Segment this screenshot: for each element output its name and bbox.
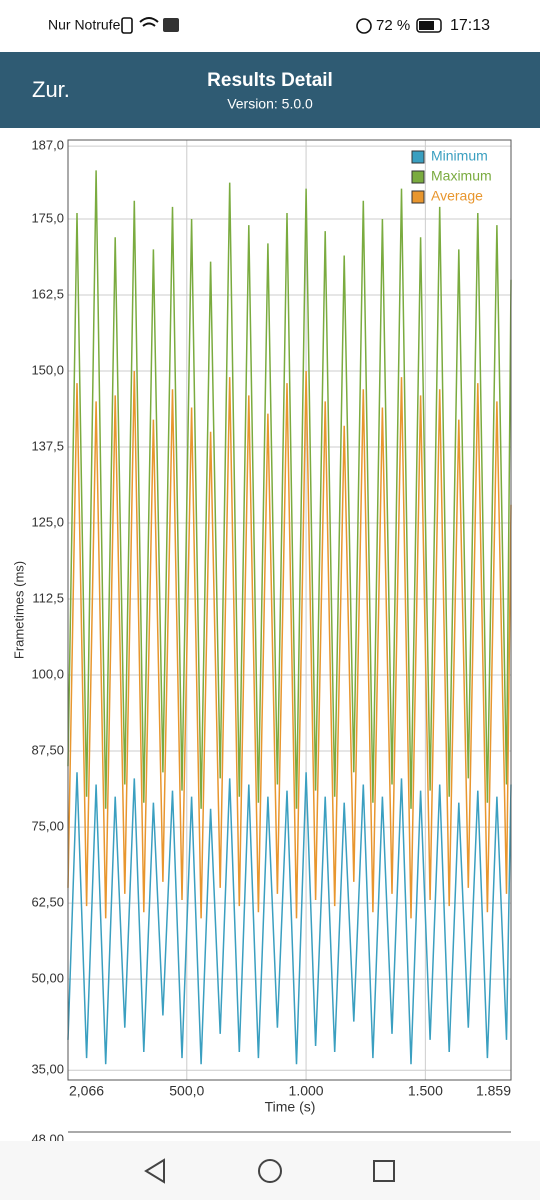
y-tick-label: 125,0 [31, 514, 64, 529]
plot-border [67, 139, 512, 1081]
y-tick-label: 150,0 [31, 362, 64, 377]
carrier: Nur Notrufe [48, 17, 121, 33]
x-tick-label: 2,066 [69, 1083, 104, 1099]
legend-swatch [411, 150, 425, 164]
y-tick-label: 100,0 [31, 666, 64, 681]
legend-label: Average [431, 188, 483, 204]
battery-level [419, 21, 434, 30]
status-bar [0, 0, 540, 52]
speed-icon [356, 18, 372, 34]
legend-swatch [411, 170, 425, 184]
x-tick-label: 1.000 [289, 1083, 324, 1099]
header-subtitle: Version: 5.0.0 [227, 96, 313, 112]
hms-icon [163, 18, 179, 32]
y-tick-label: 75,00 [31, 819, 64, 834]
legend-label: Maximum [431, 168, 492, 184]
y-tick-label: 112,5 [32, 590, 64, 605]
y-tick-label: 162,5 [31, 286, 64, 301]
series-line [67, 772, 512, 1065]
y-tick-label: 175,0 [31, 210, 64, 225]
battery-icon [416, 18, 442, 33]
sim-icon [121, 17, 133, 34]
y-tick-label: 187,0 [31, 138, 64, 153]
plot-background [68, 140, 511, 1080]
y-tick-label: 35,00 [31, 1062, 64, 1077]
legend-label: Minimum [431, 148, 488, 164]
nav-home[interactable] [258, 1159, 282, 1183]
nav-bar [0, 1141, 540, 1200]
nav-back[interactable] [144, 1158, 165, 1184]
y-tick-label: 50,00 [31, 971, 64, 986]
wifi-icon [139, 17, 159, 27]
header [0, 52, 540, 128]
series-line [67, 370, 512, 919]
y-axis-title: Frametimes (ms) [11, 561, 26, 659]
x-tick-label: 1.859 [476, 1083, 511, 1099]
back-button[interactable]: Zur. [32, 77, 70, 102]
y-tick-label: 87,50 [31, 742, 64, 757]
nav-recent[interactable] [373, 1160, 395, 1182]
plot: 187,0 175,0 162,5 150,0 137,5 125,0 112,5 100,0… [31, 138, 512, 1099]
y-tick-label: 62,50 [31, 895, 64, 910]
x-tick-label: 1.500 [408, 1083, 443, 1099]
clock: 17:13 [450, 17, 490, 34]
x-axis-title: Time (s) [265, 1099, 316, 1115]
y-tick-label: 137,5 [31, 438, 64, 453]
battery-text: 72 % [376, 17, 410, 34]
x-tick-label: 500,0 [169, 1083, 204, 1099]
legend-swatch [411, 190, 425, 204]
header-title: Results Detail [207, 70, 333, 91]
series-line [67, 170, 512, 809]
